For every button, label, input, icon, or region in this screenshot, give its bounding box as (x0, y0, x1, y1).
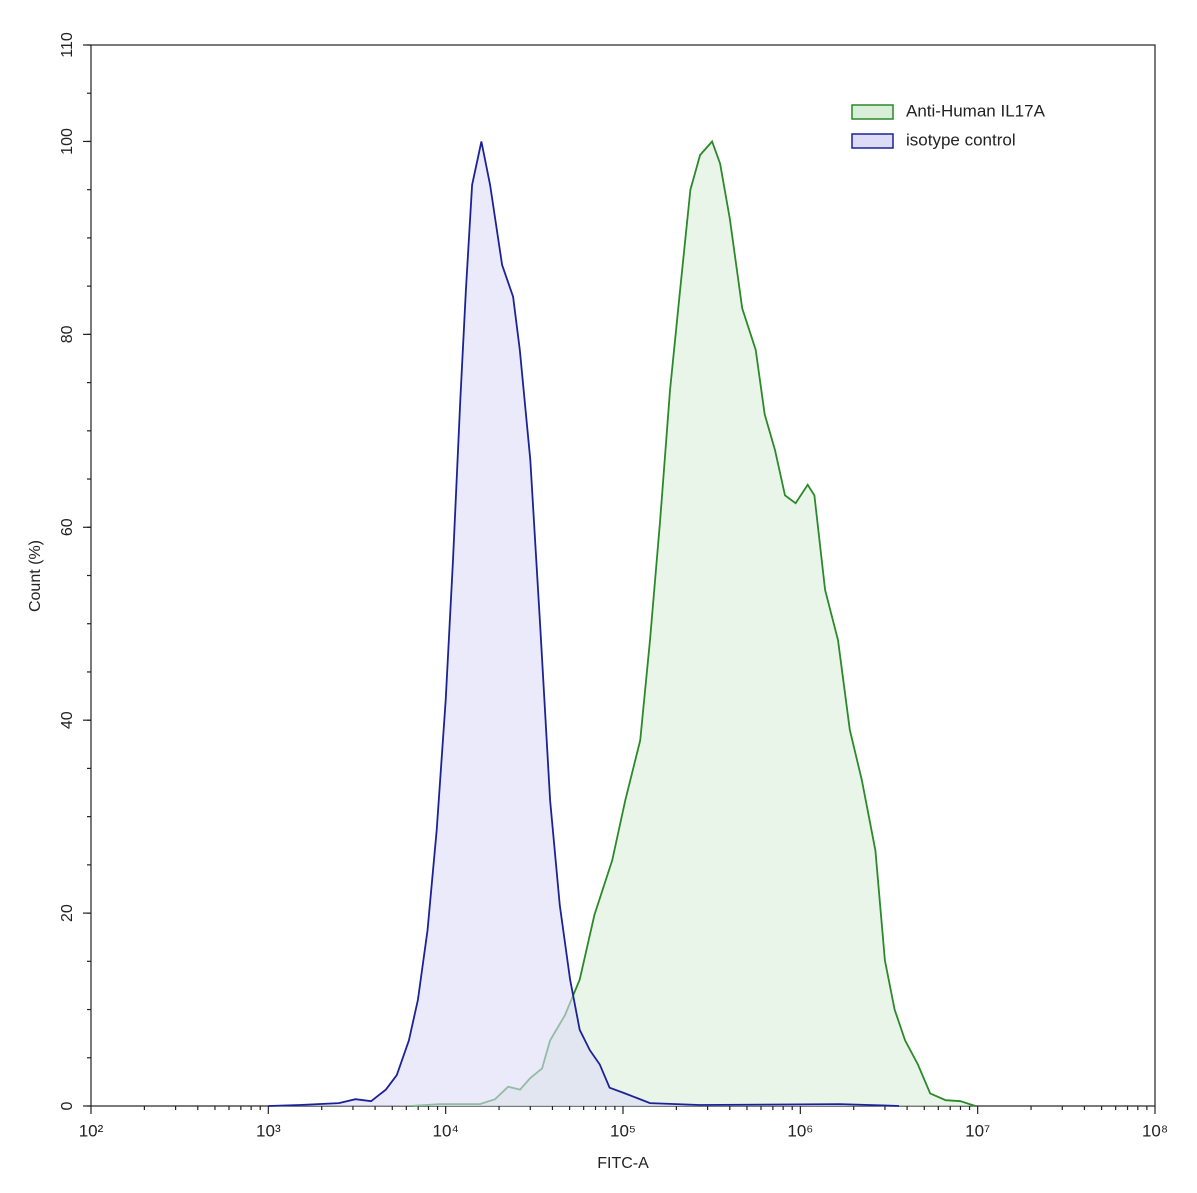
x-tick-label: 10⁴ (433, 1121, 459, 1140)
legend-label: isotype control (906, 130, 1016, 149)
y-tick-label: 100 (59, 128, 76, 155)
y-tick-label: 0 (59, 1101, 76, 1110)
y-tick-label: 80 (59, 325, 76, 343)
legend-swatch (851, 104, 894, 120)
x-axis-label: FITC-A (597, 1155, 649, 1172)
y-axis-label: Count (%) (27, 540, 44, 612)
x-tick-label: 10⁸ (1142, 1121, 1168, 1140)
legend-label: Anti-Human IL17A (906, 101, 1046, 120)
y-tick-label: 60 (59, 518, 76, 536)
y-tick-label: 40 (59, 711, 76, 729)
x-tick-label: 10² (79, 1121, 104, 1140)
area-line (268, 141, 900, 1107)
area-fill (410, 141, 976, 1106)
legend-swatch (851, 133, 894, 149)
x-tick-label: 10⁷ (965, 1121, 990, 1140)
y-tick-label: 20 (59, 904, 76, 922)
x-tick-label: 10³ (256, 1121, 281, 1140)
y-tick-label: 110 (59, 32, 76, 58)
x-tick-label: 10⁵ (610, 1121, 636, 1140)
x-tick-label: 10⁶ (787, 1121, 813, 1140)
